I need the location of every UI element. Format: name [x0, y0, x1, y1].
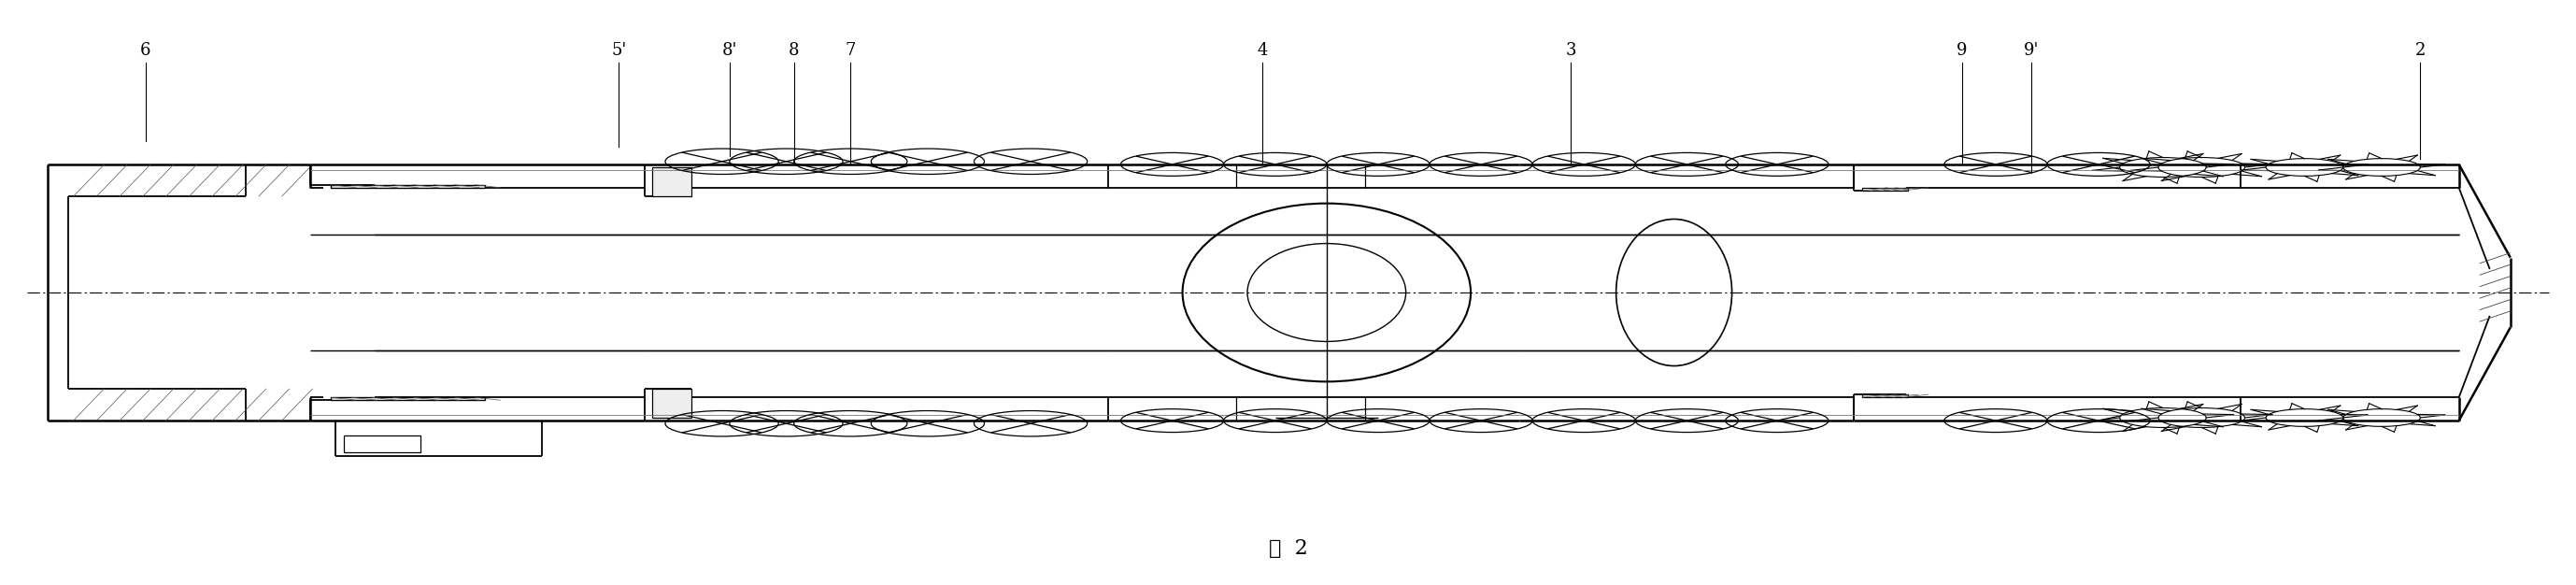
Text: 6: 6 — [139, 42, 152, 59]
Bar — [330, 185, 484, 188]
Bar — [652, 167, 690, 197]
Text: 9: 9 — [1958, 42, 1968, 59]
Text: 8: 8 — [788, 42, 799, 59]
Bar — [652, 388, 690, 418]
Text: 2: 2 — [2414, 42, 2427, 59]
Bar — [1862, 394, 1909, 397]
Text: 5': 5' — [611, 42, 626, 59]
Bar — [330, 397, 484, 400]
Bar — [1862, 188, 1909, 191]
Bar — [343, 435, 420, 453]
Text: 7: 7 — [845, 42, 855, 59]
Text: 3: 3 — [1566, 42, 1577, 59]
Text: 8': 8' — [721, 42, 737, 59]
Text: 9': 9' — [2025, 42, 2040, 59]
Text: 图  2: 图 2 — [1267, 538, 1309, 559]
Text: 4: 4 — [1257, 42, 1267, 59]
